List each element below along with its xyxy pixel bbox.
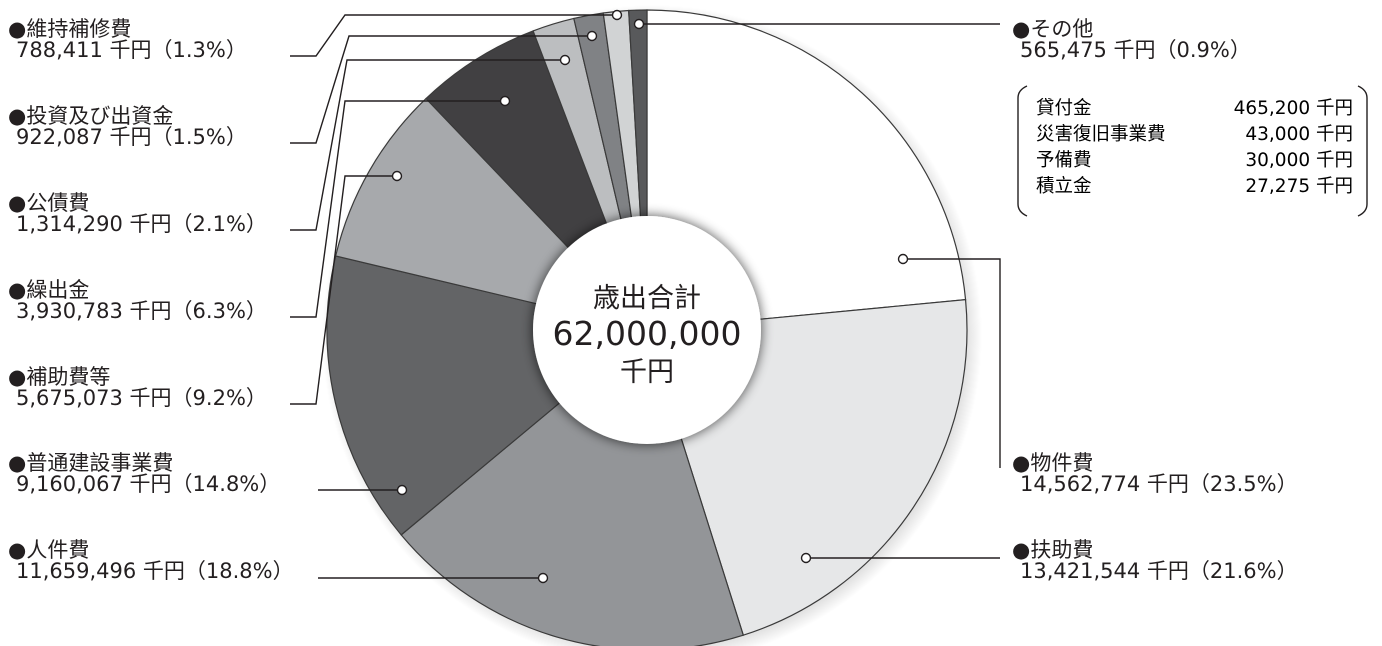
other-breakdown: 貸付金 465,200 千円 災害復旧事業費 43,000 千円 予備費 30,… <box>1017 85 1368 217</box>
leader-line-5 <box>290 100 505 318</box>
bracket-right <box>1357 85 1368 217</box>
slice-value-label-2: 11,659,496 千円（18.8%） <box>16 559 294 583</box>
center-unit: 千円 <box>620 357 674 388</box>
slice-label-1: ●扶助費 <box>1012 538 1093 562</box>
leader-line-6 <box>290 59 565 231</box>
slice-value-label-1: 13,421,544 千円（21.6%） <box>1020 559 1298 583</box>
breakdown-value-3: 27,275 千円 <box>1245 176 1353 197</box>
slice-value-label-6: 1,314,290 千円（2.1%） <box>16 212 267 236</box>
leader-marker-4 <box>391 170 403 182</box>
center-title: 歳出合計 <box>593 283 701 314</box>
slice-label-5: ●繰出金 <box>8 278 89 302</box>
leader-line-8 <box>290 14 617 57</box>
leader-marker-6 <box>559 54 571 66</box>
slice-value-label-5: 3,930,783 千円（6.3%） <box>16 299 267 323</box>
breakdown-value-0: 465,200 千円 <box>1234 98 1353 119</box>
center-total: 62,000,000 <box>553 314 742 353</box>
leader-marker-0 <box>897 253 909 265</box>
slice-label-3: ●普通建設事業費 <box>8 451 173 475</box>
slice-value-label-0: 14,562,774 千円（23.5%） <box>1020 472 1298 496</box>
slice-label-2: ●人件費 <box>8 538 89 562</box>
slice-label-7: ●投資及び出資金 <box>8 104 173 128</box>
slice-label-6: ●公債費 <box>8 191 89 215</box>
leader-marker-2 <box>537 572 549 584</box>
leader-marker-8 <box>611 9 623 21</box>
leader-line-4 <box>290 175 397 405</box>
leader-line-0 <box>903 258 1001 468</box>
breakdown-value-1: 43,000 千円 <box>1245 124 1353 145</box>
slice-label-9: ●その他 <box>1012 17 1093 41</box>
breakdown-name-0: 貸付金 <box>1036 98 1092 119</box>
slice-value-label-7: 922,087 千円（1.5%） <box>16 125 247 149</box>
leader-lines <box>290 9 1001 584</box>
slice-value-label-9: 565,475 千円（0.9%） <box>1020 38 1251 62</box>
leader-marker-1 <box>800 552 812 564</box>
slice-value-label-8: 788,411 千円（1.3%） <box>16 38 247 62</box>
center-hole <box>533 216 761 444</box>
bracket-left <box>1017 85 1028 217</box>
leader-marker-5 <box>499 95 511 107</box>
slice-label-4: ●補助費等 <box>8 365 110 389</box>
leader-marker-7 <box>586 30 598 42</box>
slice-value-label-4: 5,675,073 千円（9.2%） <box>16 386 267 410</box>
breakdown-name-3: 積立金 <box>1036 176 1092 197</box>
breakdown-value-2: 30,000 千円 <box>1245 150 1353 171</box>
leader-marker-9 <box>633 18 645 30</box>
slice-label-8: ●維持補修費 <box>8 17 131 41</box>
leader-marker-3 <box>396 484 408 496</box>
slice-value-label-3: 9,160,067 千円（14.8%） <box>16 472 280 496</box>
slice-label-0: ●物件費 <box>1012 451 1093 475</box>
leader-line-7 <box>290 35 592 144</box>
breakdown-name-2: 予備費 <box>1036 150 1092 171</box>
breakdown-name-1: 災害復旧事業費 <box>1036 124 1166 145</box>
